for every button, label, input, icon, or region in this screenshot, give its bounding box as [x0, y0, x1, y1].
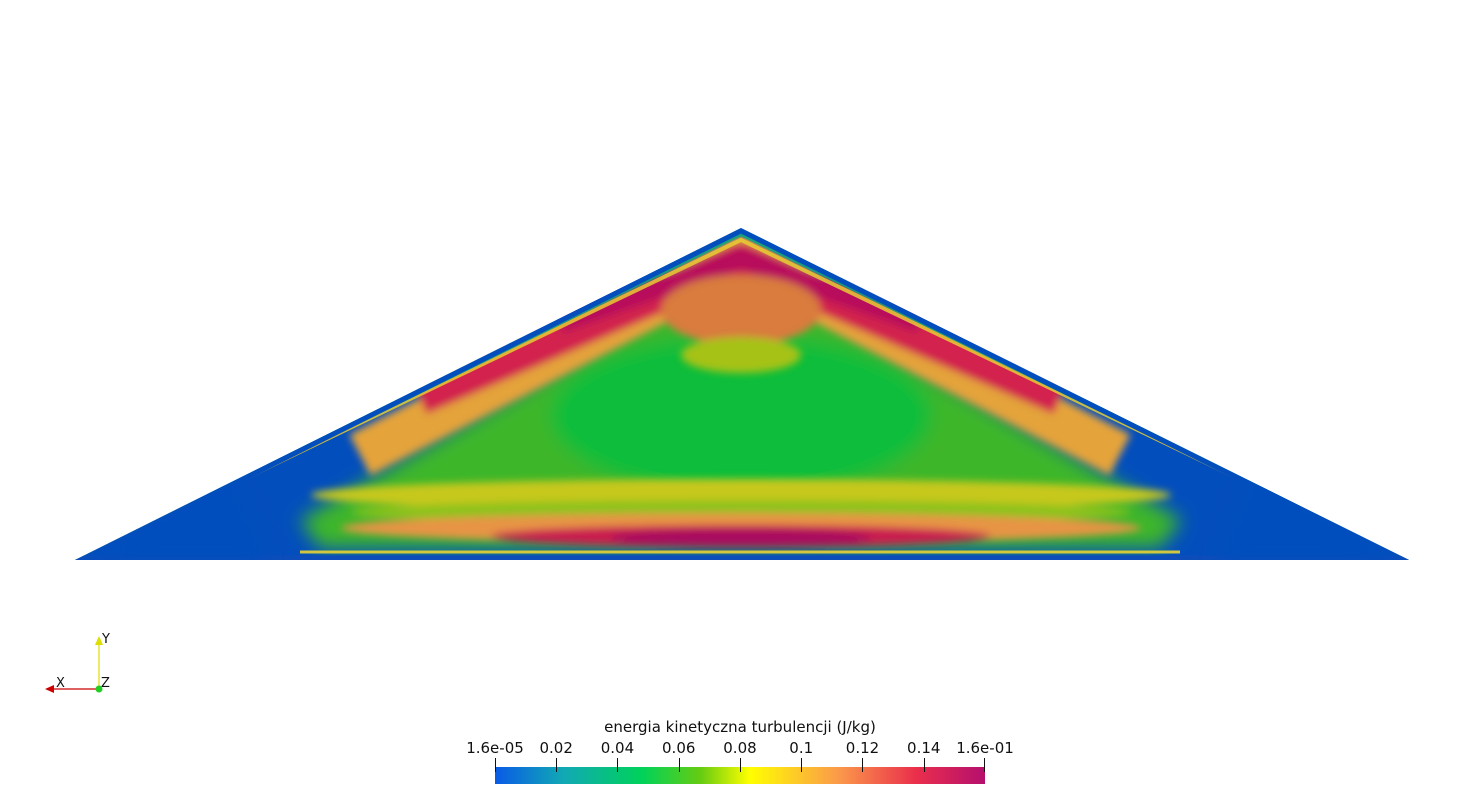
- colorbar-tick-mark: [739, 758, 741, 772]
- colorbar-tick-label: 0.04: [600, 739, 635, 757]
- colorbar-tick-label: 0.1: [789, 739, 814, 757]
- colorbar-tick-label: 1.6e-01: [956, 739, 1014, 757]
- axis-z-label: Z: [101, 676, 110, 691]
- colorbar-tick-mark: [678, 758, 680, 772]
- colorbar-tick-mark: [801, 758, 803, 772]
- colorbar-tick-mark: [923, 758, 925, 772]
- colorbar-tick-label: 0.08: [723, 739, 757, 757]
- axis-y-label: Y: [102, 632, 110, 647]
- colorbar-tick-mark: [862, 758, 864, 772]
- colorbar-tick-mark: [556, 758, 558, 772]
- colorbar-tick-label: 1.6e-05: [466, 739, 524, 757]
- colorbar-tick-label: 0.06: [662, 739, 696, 757]
- colorbar-tick-mark: [617, 758, 619, 772]
- colorbar-tick-label: 0.14: [907, 739, 941, 757]
- colorbar-tick-label: 0.02: [539, 739, 573, 757]
- colorbar-tick-mark: [984, 758, 985, 772]
- axis-x-label: X: [56, 676, 65, 691]
- tke-field: [75, 228, 1409, 560]
- colorbar-tick-mark: [495, 758, 496, 772]
- colorbar-tick-label: 0.12: [845, 739, 880, 757]
- colorbar-title: energia kinetyczna turbulencji (J/kg): [604, 718, 876, 736]
- orientation-axes: [45, 636, 103, 693]
